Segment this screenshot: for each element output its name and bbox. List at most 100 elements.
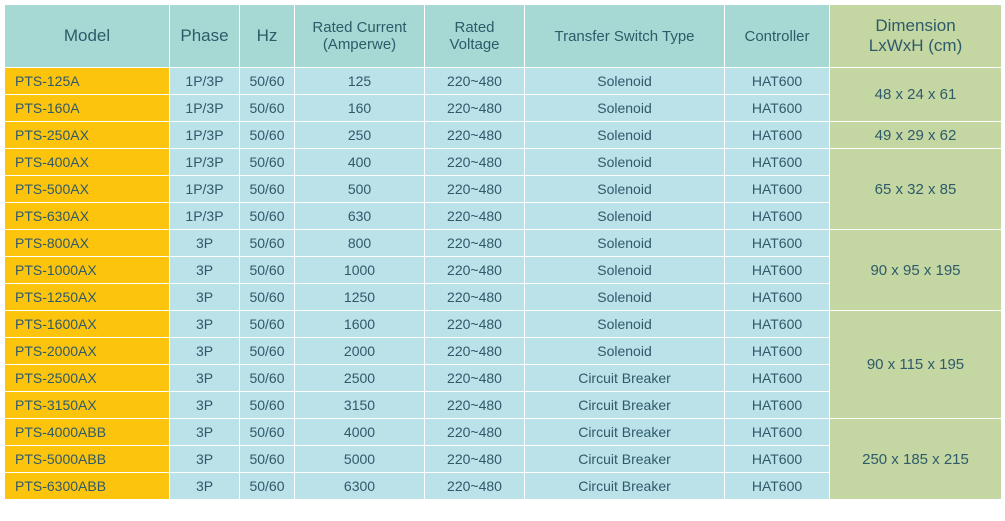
cell-switch: Solenoid [525, 284, 725, 311]
cell-phase: 3P [170, 338, 240, 365]
cell-hz: 50/60 [240, 284, 295, 311]
cell-phase: 3P [170, 284, 240, 311]
table-row: PTS-400AX1P/3P50/60400220~480SolenoidHAT… [5, 149, 1002, 176]
cell-current: 800 [295, 230, 425, 257]
cell-current: 400 [295, 149, 425, 176]
cell-voltage: 220~480 [425, 473, 525, 500]
cell-hz: 50/60 [240, 257, 295, 284]
cell-voltage: 220~480 [425, 446, 525, 473]
cell-voltage: 220~480 [425, 365, 525, 392]
cell-voltage: 220~480 [425, 257, 525, 284]
table-row: PTS-800AX3P50/60800220~480SolenoidHAT600… [5, 230, 1002, 257]
cell-hz: 50/60 [240, 95, 295, 122]
col-header-ctrl: Controller [725, 5, 830, 68]
cell-phase: 3P [170, 419, 240, 446]
cell-dimension: 49 x 29 x 62 [830, 122, 1002, 149]
cell-phase: 1P/3P [170, 176, 240, 203]
cell-current: 5000 [295, 446, 425, 473]
cell-switch: Solenoid [525, 230, 725, 257]
col-header-switch: Transfer Switch Type [525, 5, 725, 68]
cell-model: PTS-630AX [5, 203, 170, 230]
cell-model: PTS-1600AX [5, 311, 170, 338]
cell-current: 2000 [295, 338, 425, 365]
cell-ctrl: HAT600 [725, 122, 830, 149]
cell-switch: Circuit Breaker [525, 446, 725, 473]
cell-ctrl: HAT600 [725, 68, 830, 95]
cell-switch: Solenoid [525, 338, 725, 365]
cell-phase: 1P/3P [170, 203, 240, 230]
cell-switch: Circuit Breaker [525, 365, 725, 392]
col-header-voltage: RatedVoltage [425, 5, 525, 68]
cell-current: 1000 [295, 257, 425, 284]
cell-voltage: 220~480 [425, 419, 525, 446]
header-row: Model Phase Hz Rated Current(Amperwe) Ra… [5, 5, 1002, 68]
cell-ctrl: HAT600 [725, 257, 830, 284]
cell-current: 160 [295, 95, 425, 122]
cell-switch: Solenoid [525, 176, 725, 203]
cell-hz: 50/60 [240, 203, 295, 230]
cell-dimension: 250 x 185 x 215 [830, 419, 1002, 500]
cell-switch: Solenoid [525, 68, 725, 95]
cell-current: 1250 [295, 284, 425, 311]
cell-hz: 50/60 [240, 122, 295, 149]
cell-voltage: 220~480 [425, 392, 525, 419]
cell-voltage: 220~480 [425, 230, 525, 257]
cell-phase: 3P [170, 311, 240, 338]
cell-model: PTS-5000ABB [5, 446, 170, 473]
cell-model: PTS-2500AX [5, 365, 170, 392]
col-header-model: Model [5, 5, 170, 68]
table-row: PTS-1600AX3P50/601600220~480SolenoidHAT6… [5, 311, 1002, 338]
cell-model: PTS-6300ABB [5, 473, 170, 500]
cell-model: PTS-400AX [5, 149, 170, 176]
table-row: PTS-4000ABB3P50/604000220~480Circuit Bre… [5, 419, 1002, 446]
col-header-phase: Phase [170, 5, 240, 68]
cell-switch: Circuit Breaker [525, 419, 725, 446]
col-header-current: Rated Current(Amperwe) [295, 5, 425, 68]
cell-switch: Solenoid [525, 311, 725, 338]
cell-ctrl: HAT600 [725, 311, 830, 338]
cell-ctrl: HAT600 [725, 365, 830, 392]
cell-phase: 1P/3P [170, 122, 240, 149]
table-row: PTS-125A1P/3P50/60125220~480SolenoidHAT6… [5, 68, 1002, 95]
cell-hz: 50/60 [240, 338, 295, 365]
cell-model: PTS-2000AX [5, 338, 170, 365]
cell-voltage: 220~480 [425, 68, 525, 95]
cell-model: PTS-500AX [5, 176, 170, 203]
cell-hz: 50/60 [240, 473, 295, 500]
cell-dimension: 65 x 32 x 85 [830, 149, 1002, 230]
cell-switch: Solenoid [525, 149, 725, 176]
cell-ctrl: HAT600 [725, 149, 830, 176]
cell-current: 6300 [295, 473, 425, 500]
cell-hz: 50/60 [240, 392, 295, 419]
cell-voltage: 220~480 [425, 311, 525, 338]
cell-current: 500 [295, 176, 425, 203]
cell-switch: Solenoid [525, 122, 725, 149]
cell-hz: 50/60 [240, 311, 295, 338]
cell-switch: Solenoid [525, 203, 725, 230]
specs-table: Model Phase Hz Rated Current(Amperwe) Ra… [4, 4, 1002, 500]
cell-phase: 3P [170, 365, 240, 392]
cell-dimension: 90 x 95 x 195 [830, 230, 1002, 311]
cell-voltage: 220~480 [425, 203, 525, 230]
col-header-dim: DimensionLxWxH (cm) [830, 5, 1002, 68]
cell-ctrl: HAT600 [725, 176, 830, 203]
cell-dimension: 90 x 115 x 195 [830, 311, 1002, 419]
cell-phase: 3P [170, 473, 240, 500]
cell-model: PTS-1000AX [5, 257, 170, 284]
cell-ctrl: HAT600 [725, 284, 830, 311]
cell-current: 125 [295, 68, 425, 95]
cell-hz: 50/60 [240, 365, 295, 392]
cell-phase: 3P [170, 230, 240, 257]
cell-phase: 3P [170, 257, 240, 284]
cell-current: 2500 [295, 365, 425, 392]
cell-voltage: 220~480 [425, 284, 525, 311]
cell-dimension: 48 x 24 x 61 [830, 68, 1002, 122]
cell-hz: 50/60 [240, 419, 295, 446]
cell-current: 3150 [295, 392, 425, 419]
cell-voltage: 220~480 [425, 95, 525, 122]
cell-model: PTS-1250AX [5, 284, 170, 311]
cell-phase: 3P [170, 446, 240, 473]
cell-switch: Solenoid [525, 257, 725, 284]
cell-model: PTS-4000ABB [5, 419, 170, 446]
cell-hz: 50/60 [240, 68, 295, 95]
